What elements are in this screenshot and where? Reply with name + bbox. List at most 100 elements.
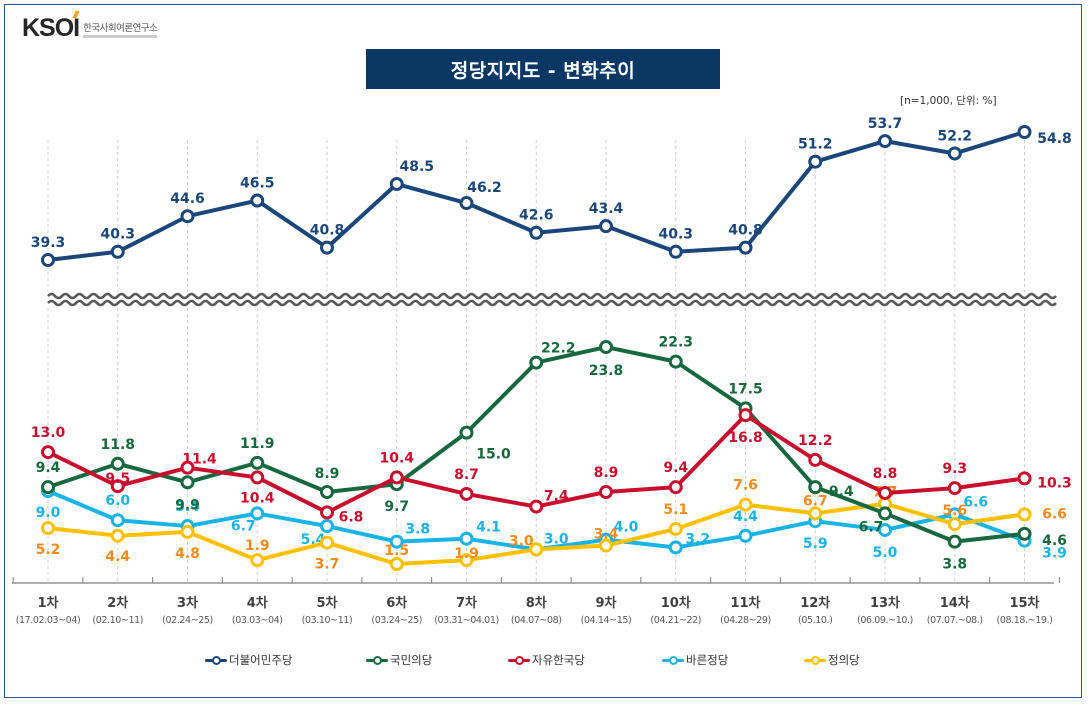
- legend-item-democratic: 더불어민주당: [205, 652, 292, 668]
- data-point: [529, 225, 544, 240]
- data-label: 11.4: [182, 452, 217, 468]
- x-tick-label: 12차: [800, 595, 830, 611]
- data-label: 3.4: [594, 527, 619, 543]
- x-tick-label: 3차: [177, 595, 198, 611]
- x-tick-label: 15차: [1009, 595, 1039, 611]
- legend-item-liberty-korea: 자유한국당: [508, 652, 585, 668]
- data-label: 9.4: [663, 460, 688, 476]
- data-label: 46.2: [467, 180, 502, 196]
- data-label: 44.6: [170, 191, 205, 207]
- data-label: 10.3: [1037, 475, 1072, 491]
- data-label: 1.9: [454, 546, 479, 562]
- legend-label: 더불어민주당: [229, 653, 293, 667]
- x-tick-date-label: (08.18.~19.): [997, 615, 1053, 626]
- data-label: 6.7: [231, 518, 256, 534]
- data-point: [1017, 471, 1032, 486]
- axis-break-icon: [47, 299, 1057, 307]
- data-label: 4.0: [614, 520, 639, 536]
- data-label: 4.8: [175, 546, 200, 562]
- data-label: 5.0: [873, 545, 898, 561]
- data-label: 13.0: [31, 425, 66, 441]
- data-label: 8.8: [873, 466, 898, 482]
- x-tick-date-label: (03.31~04.01): [434, 615, 499, 626]
- data-point: [250, 506, 265, 521]
- sample-note: [n=1,000, 단위: %]: [900, 95, 997, 107]
- x-tick-label: 1차: [37, 595, 58, 611]
- data-label: 39.3: [31, 235, 66, 251]
- data-label: 3.0: [544, 531, 569, 547]
- legend-swatch-icon: [804, 655, 826, 665]
- data-point: [110, 513, 125, 528]
- legend-label: 국민의당: [390, 653, 433, 667]
- data-point: [668, 354, 683, 369]
- data-point: [459, 486, 474, 501]
- data-label: 23.8: [589, 363, 624, 379]
- data-point: [878, 134, 892, 149]
- data-point: [878, 485, 892, 500]
- data-label: 4.6: [1042, 533, 1067, 549]
- data-point: [668, 540, 683, 555]
- data-point: [1017, 125, 1032, 139]
- data-point: [878, 506, 892, 521]
- data-label: 9.9: [175, 497, 200, 513]
- x-tick-label: 7차: [456, 595, 477, 611]
- data-label: 6.6: [1042, 506, 1067, 522]
- data-point: [180, 524, 195, 539]
- data-point: [459, 553, 474, 568]
- legend-swatch-icon: [508, 655, 530, 665]
- logo-text: KSOI: [22, 14, 80, 42]
- data-label: 6.8: [339, 509, 364, 525]
- data-label: 9.4: [36, 460, 61, 476]
- data-label: 1.9: [245, 538, 270, 554]
- x-tick-label: 9차: [595, 595, 616, 611]
- data-label: 12.2: [798, 433, 833, 449]
- x-tick-date-label: (02.24~25): [162, 615, 213, 626]
- data-point: [947, 534, 962, 549]
- x-tick-label: 10차: [661, 595, 691, 611]
- legend-item-people: 국민의당: [366, 652, 432, 668]
- data-label: 4.1: [476, 520, 501, 536]
- data-point: [389, 177, 404, 192]
- data-point: [668, 521, 683, 536]
- x-tick-label: 2차: [107, 595, 128, 611]
- data-point: [110, 456, 125, 471]
- data-label: 54.8: [1037, 131, 1072, 147]
- data-label: 42.6: [519, 208, 554, 224]
- data-point: [668, 480, 683, 495]
- data-label: 3.0: [509, 533, 534, 549]
- ksoi-logo-mark: KSOI: [22, 11, 80, 43]
- data-label: 15.0: [476, 447, 511, 463]
- data-label: 5.6: [942, 503, 967, 519]
- data-point: [250, 470, 265, 485]
- data-point: [459, 196, 474, 211]
- data-point: [110, 244, 125, 259]
- x-tick-date-label: (04.21~22): [650, 615, 701, 626]
- data-label: 11.8: [100, 437, 135, 453]
- legend-item-bareun: 바른정당: [662, 652, 728, 668]
- data-label: 53.7: [868, 116, 903, 132]
- x-tick-date-label: (03.03~04): [232, 615, 283, 626]
- data-point: [459, 531, 474, 546]
- x-tick-date-label: (06.09.~10.): [857, 615, 913, 626]
- data-label: 22.2: [541, 341, 576, 357]
- data-point: [250, 553, 265, 568]
- data-label: 9.0: [36, 505, 61, 521]
- data-label: 10.4: [379, 450, 414, 466]
- data-label: 8.7: [454, 467, 479, 483]
- legend-swatch-icon: [205, 655, 227, 665]
- legend-label: 자유한국당: [532, 653, 585, 667]
- data-label: 3.9: [1042, 546, 1067, 562]
- data-point: [320, 505, 334, 520]
- data-label: 7.6: [733, 478, 758, 494]
- data-label: 3.7: [315, 557, 340, 573]
- data-label: 9.4: [829, 484, 854, 500]
- data-label: 17.5: [728, 381, 763, 397]
- data-point: [738, 497, 753, 512]
- data-point: [250, 193, 265, 208]
- data-point: [459, 425, 474, 440]
- legend-swatch-icon: [366, 655, 388, 665]
- x-tick-date-label: (03.24~25): [371, 615, 422, 626]
- data-point: [808, 506, 823, 521]
- data-point: [389, 534, 404, 549]
- x-tick-date-label: (05.10.): [798, 615, 832, 626]
